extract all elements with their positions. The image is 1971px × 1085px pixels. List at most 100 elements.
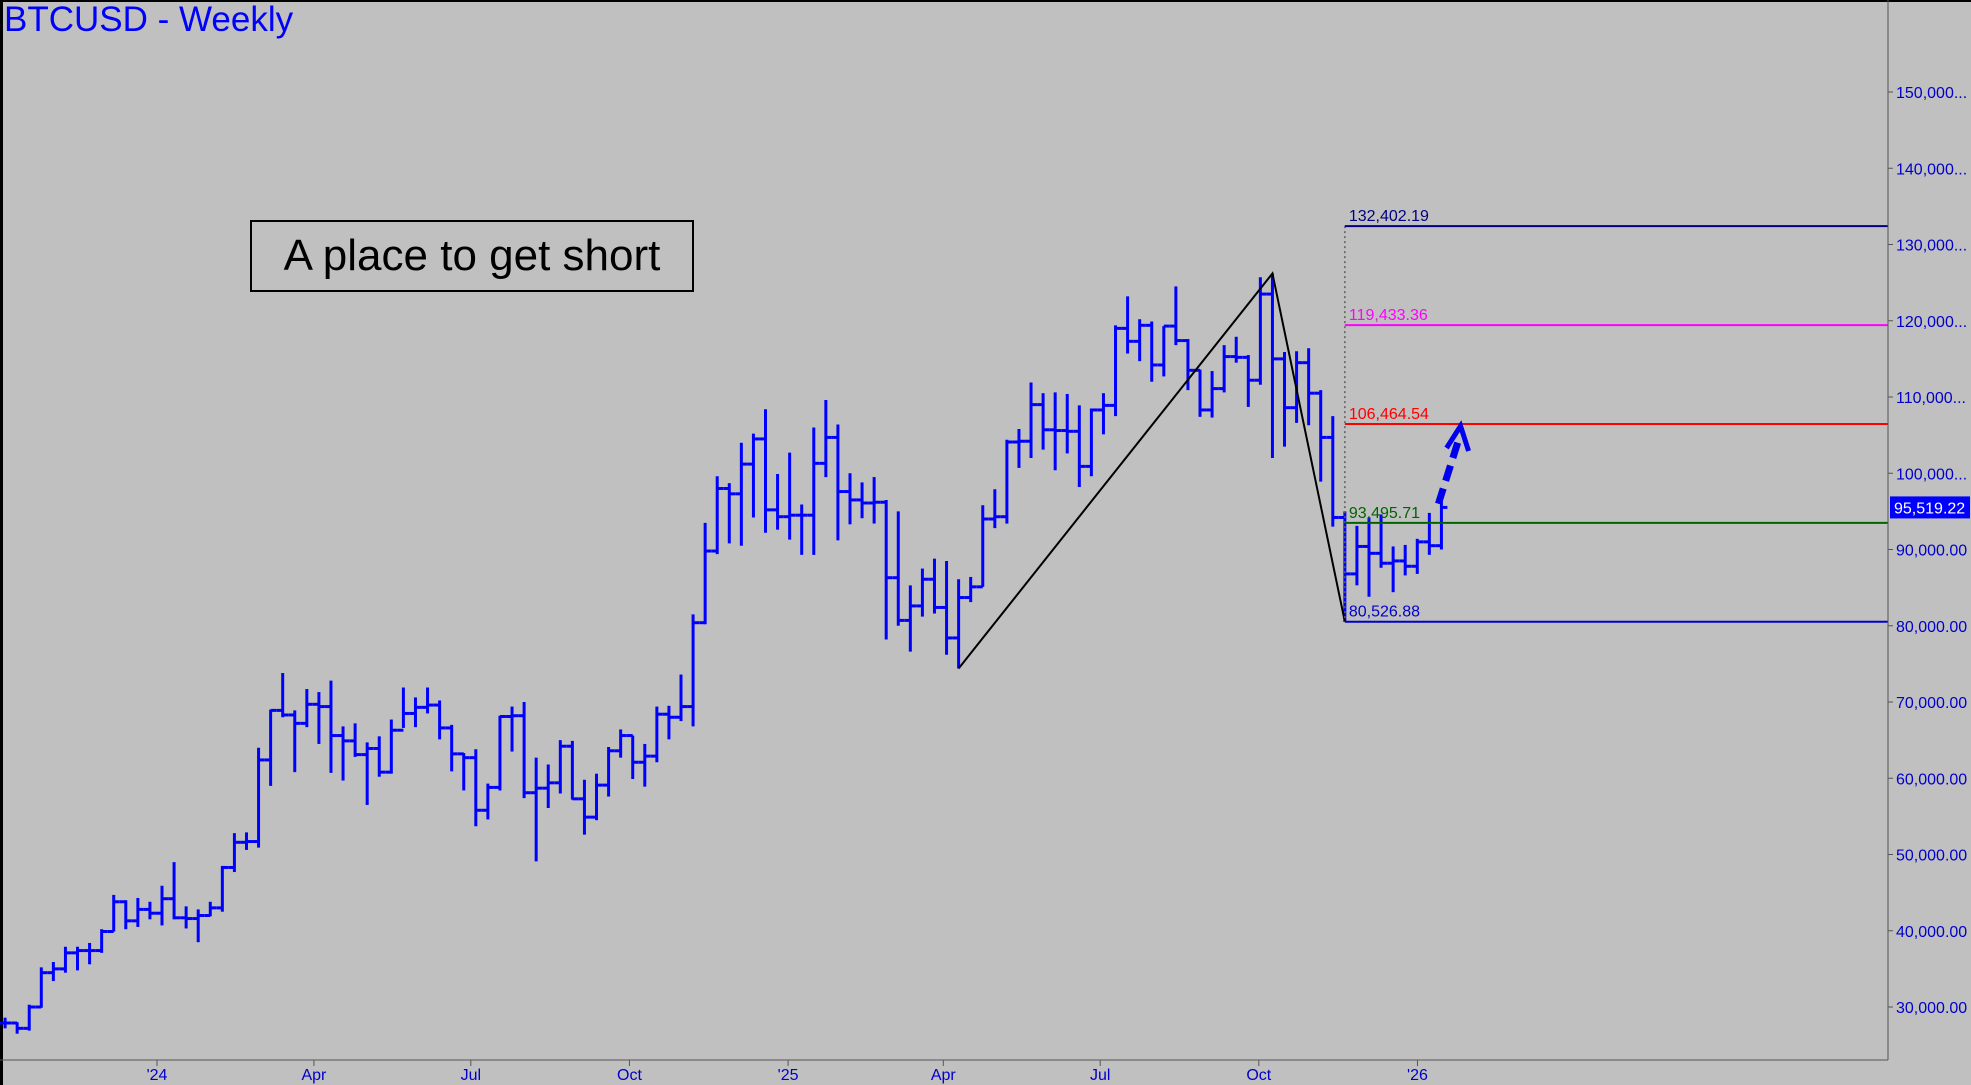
ohlc-bar (1314, 390, 1327, 482)
ohlc-bar (71, 946, 84, 971)
chart-title: BTCUSD - Weekly (4, 0, 294, 39)
ohlc-bar (554, 740, 567, 794)
x-tick-label: Oct (617, 1067, 642, 1084)
ohlc-bar (1085, 408, 1098, 477)
ohlc-bar (795, 504, 808, 555)
ohlc-bar (880, 499, 893, 640)
ohlc-bar (638, 743, 651, 787)
ohlc-bar (819, 400, 832, 478)
ohlc-bar (156, 885, 168, 926)
y-tick-label: 100,000... (1896, 466, 1967, 483)
ohlc-bar (95, 929, 108, 953)
abc-pattern-line (957, 271, 1346, 670)
y-tick-label: 70,000.00 (1896, 695, 1967, 712)
ohlc-bar (699, 522, 712, 625)
y-tick-label: 120,000... (1896, 314, 1967, 331)
price-bars (0, 273, 1448, 1034)
ohlc-bar (204, 901, 217, 917)
ohlc-bar (940, 560, 953, 655)
ohlc-bar (1121, 296, 1134, 354)
ohlc-bar (1061, 393, 1074, 454)
ohlc-bar (397, 687, 410, 732)
ohlc-bar (180, 906, 193, 929)
x-tick-label: Jul (461, 1067, 481, 1084)
ohlc-bar (735, 442, 748, 546)
ohlc-bar (1157, 324, 1170, 377)
ohlc-bar (759, 409, 772, 533)
ohlc-bar (1254, 277, 1267, 385)
ohlc-bar (1302, 348, 1315, 426)
ohlc-bar (1326, 416, 1339, 527)
ohlc-bar (650, 706, 663, 763)
ohlc-bar (1278, 352, 1291, 447)
ohlc-bar (324, 680, 337, 773)
y-tick-label: 130,000... (1896, 238, 1967, 255)
ohlc-bar (1194, 368, 1207, 417)
ohlc-bar (433, 700, 446, 740)
x-tick-label: Oct (1246, 1067, 1271, 1084)
annotation-box: A place to get short (250, 220, 694, 292)
ohlc-bar (711, 476, 724, 555)
ohlc-bar (614, 729, 627, 758)
ohlc-bar (1350, 525, 1363, 586)
ohlc-bar (1206, 371, 1219, 418)
ohlc-bar (928, 558, 941, 614)
y-tick-label: 110,000... (1896, 390, 1966, 407)
ohlc-bar (445, 724, 458, 772)
x-tick-label: '26 (1407, 1067, 1428, 1084)
ohlc-bar (119, 900, 132, 930)
ohlc-bar (976, 505, 989, 589)
y-tick-label: 40,000.00 (1896, 924, 1967, 941)
ohlc-bar (843, 473, 856, 525)
ohlc-bar (1423, 512, 1436, 555)
ohlc-bar (192, 909, 205, 943)
projection-arrow-shaft (1435, 438, 1462, 505)
ohlc-bar (361, 742, 374, 805)
ohlc-bar (892, 511, 905, 626)
ohlc-bar (457, 752, 470, 791)
ohlc-bar (675, 674, 688, 722)
ohlc-bar (662, 705, 675, 740)
ohlc-bar (1012, 429, 1025, 468)
ohlc-bar (831, 424, 844, 541)
ohlc-bar (83, 942, 96, 965)
ohlc-bar (1363, 517, 1375, 597)
level-label: 132,402.19 (1349, 208, 1429, 225)
ohlc-bar (506, 706, 519, 752)
level-label: 80,526.88 (1349, 604, 1420, 621)
x-tick-label: '24 (147, 1067, 168, 1084)
ohlc-bar (542, 764, 555, 808)
ohlc-bar (385, 719, 398, 774)
ohlc-bar (1000, 439, 1013, 524)
ohlc-bar (1073, 405, 1086, 487)
ohlc-bar (771, 474, 784, 530)
ohlc-bar (578, 779, 591, 835)
ohlc-bar (566, 740, 579, 801)
level-label: 119,433.36 (1349, 307, 1428, 324)
ohlc-bar (530, 757, 543, 862)
ohlc-bar (518, 702, 531, 799)
ohlc-bar (168, 862, 181, 920)
ohlc-bar (1242, 355, 1255, 407)
target-levels: 132,402.19 119,433.36 106,464.54 93,495.71 8… (1344, 208, 1888, 623)
ohlc-bar (904, 585, 917, 652)
ohlc-bar (131, 897, 144, 927)
ohlc-bar (868, 477, 881, 524)
ohlc-bar (337, 726, 350, 781)
x-tick-label: '25 (778, 1067, 799, 1084)
ohlc-bar (590, 773, 603, 821)
ohlc-bar (276, 673, 289, 718)
ohlc-bar (988, 489, 1001, 529)
ohlc-bar (783, 452, 796, 540)
y-tick-label: 80,000.00 (1896, 619, 1967, 636)
ohlc-bar (409, 697, 422, 728)
y-tick-label: 30,000.00 (1896, 1000, 1967, 1017)
ohlc-bar (107, 894, 120, 934)
last-price-label: 95,519.22 (1894, 500, 1965, 517)
ohlc-bar (300, 689, 313, 728)
ohlc-bar (1411, 538, 1424, 574)
y-tick-label: 60,000.00 (1896, 771, 1967, 788)
ohlc-bar (240, 832, 253, 850)
y-tick-label: 150,000... (1896, 85, 1967, 102)
